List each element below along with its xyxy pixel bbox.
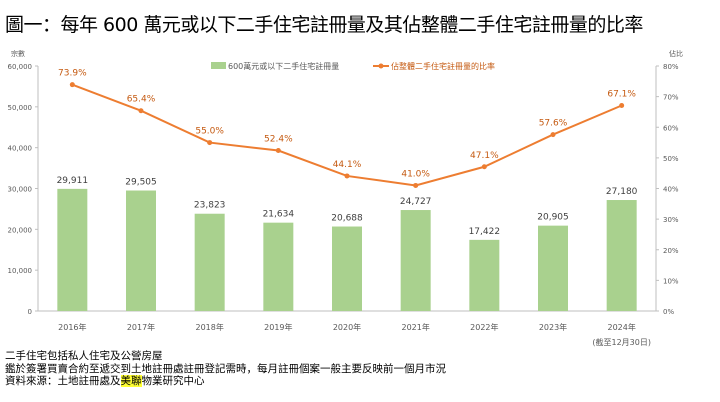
ratio-label: 41.0% [401, 169, 430, 179]
left-axis-title: 宗數 [11, 49, 25, 58]
category-note: (截至12月30日) [592, 337, 651, 347]
bar [469, 239, 500, 311]
right-tick-label: 50% [663, 155, 679, 163]
category-label: 2016年 [58, 322, 86, 332]
right-tick-label: 10% [663, 277, 679, 285]
left-tick-label: 30,000 [8, 186, 33, 194]
bar-label: 29,911 [57, 176, 89, 186]
bar [126, 190, 156, 311]
ratio-point [275, 148, 281, 154]
note-3: 資料來源：土地註冊處及美聯物業研究中心 [5, 375, 446, 388]
footnotes: 二手住宅包括私人住宅及公營房屋 鑑於簽署買賣合約至遞交到土地註冊處註冊登記需時，… [5, 350, 446, 388]
category-label: 2022年 [470, 322, 498, 332]
ratio-label: 47.1% [470, 151, 499, 161]
bar-label: 21,634 [263, 210, 295, 220]
ratio-label: 52.4% [264, 135, 293, 145]
left-tick-label: 0 [28, 308, 32, 316]
ratio-label: 65.4% [127, 95, 156, 105]
source-prefix: 資料來源：土地註冊處及 [5, 375, 121, 387]
bar [606, 200, 637, 311]
ratio-label: 55.0% [195, 127, 224, 137]
right-axis-title: 佔比 [669, 49, 683, 58]
bar [332, 226, 362, 311]
category-label: 2021年 [401, 322, 429, 332]
note-2: 鑑於簽署買賣合約至遞交到土地註冊處註冊登記需時，每月註冊個案一般主要反映前一個月… [5, 362, 446, 375]
ratio-point [550, 132, 556, 138]
ratio-point [138, 108, 144, 114]
bar-label: 20,905 [537, 213, 569, 223]
bar-label: 20,688 [331, 214, 363, 224]
category-label: 2019年 [264, 322, 292, 332]
legend-bar-label: 600萬元或以下二手住宅註冊量 [228, 61, 339, 71]
ratio-label: 44.1% [333, 160, 362, 170]
source-suffix: 物業研究中心 [141, 375, 205, 387]
ratio-point [413, 182, 419, 188]
left-tick-label: 50,000 [8, 104, 33, 112]
note-1: 二手住宅包括私人住宅及公營房屋 [5, 350, 163, 362]
ratio-label: 67.1% [607, 90, 636, 100]
right-tick-label: 0% [663, 308, 674, 316]
bar [538, 225, 568, 311]
ratio-point [207, 140, 213, 146]
right-tick-label: 20% [663, 247, 679, 255]
chart: 0 10,000 20,000 30,000 40,000 50,000 60,000 0% 1… [8, 49, 684, 347]
legend-bar-swatch [211, 62, 226, 69]
category-label: 2023年 [539, 322, 567, 332]
ratio-point [619, 103, 625, 109]
left-tick-label: 40,000 [8, 145, 33, 153]
bar-label: 27,180 [606, 187, 638, 197]
category-label: 2018年 [195, 322, 223, 332]
category-label: 2020年 [333, 322, 361, 332]
right-tick-label: 40% [663, 186, 679, 194]
legend-line-marker [378, 63, 384, 69]
right-tick-label: 60% [663, 124, 679, 132]
bar-label: 23,823 [194, 201, 226, 211]
category-label: 2024年 [607, 322, 635, 332]
right-tick-label: 80% [663, 63, 679, 71]
legend-line-label: 佔整體二手住宅註冊量的比率 [391, 61, 495, 71]
ratio-point [481, 164, 487, 170]
left-tick-label: 10,000 [8, 267, 33, 275]
ratio-label: 57.6% [539, 119, 568, 129]
ratio-point [344, 173, 350, 179]
right-tick-label: 70% [663, 94, 679, 102]
bar-label: 17,422 [469, 227, 501, 237]
left-tick-label: 20,000 [8, 226, 33, 234]
bar [57, 188, 88, 311]
chart-title: 圖一：每年 600 萬元或以下二手住宅註冊量及其佔整體二手住宅註冊量的比率 [5, 14, 643, 36]
bar-label: 29,505 [125, 178, 157, 188]
bar [263, 222, 294, 311]
bar [194, 213, 225, 311]
right-tick-label: 30% [663, 216, 679, 224]
ratio-point [69, 82, 75, 88]
ratio-label: 73.9% [58, 69, 87, 79]
left-tick-label: 60,000 [8, 63, 33, 71]
category-label: 2017年 [127, 322, 155, 332]
source-highlight: 美聯 [120, 375, 142, 387]
bar-label: 24,727 [400, 197, 432, 207]
bar [400, 210, 431, 311]
